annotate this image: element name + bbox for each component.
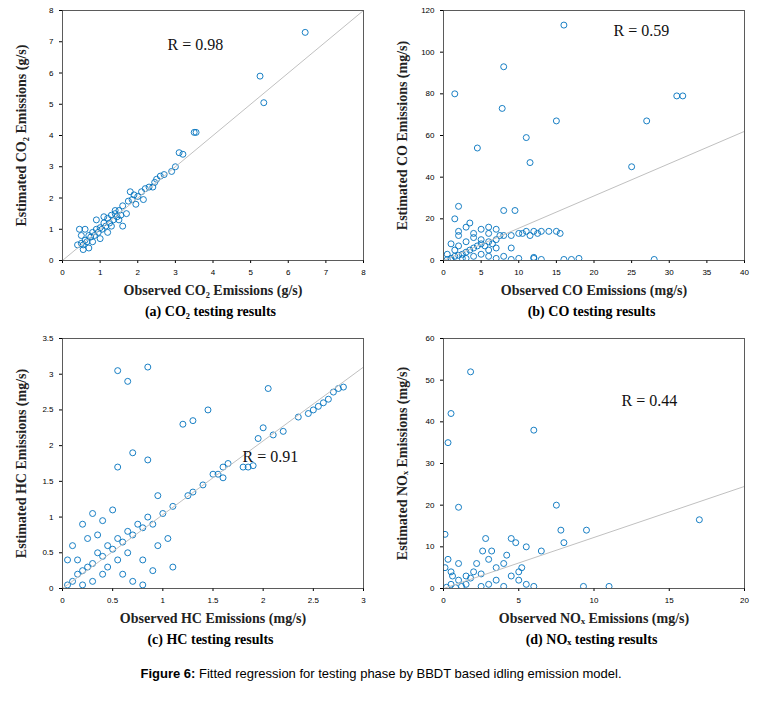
html-text:(b) CO testing results: (b) CO testing results (527, 304, 656, 319)
svg-text:1.5: 1.5 (42, 477, 54, 486)
svg-text:4: 4 (49, 131, 54, 140)
svg-text:1: 1 (161, 596, 166, 605)
svg-text:7: 7 (49, 37, 54, 46)
svg-text:7: 7 (324, 268, 329, 277)
svg-text:4: 4 (211, 268, 216, 277)
svg-text:5: 5 (248, 268, 253, 277)
svg-text:30: 30 (426, 459, 435, 468)
svg-text:R = 0.44: R = 0.44 (622, 392, 678, 409)
svg-text:6: 6 (49, 69, 54, 78)
svg-text:15: 15 (552, 268, 561, 277)
svg-text:0: 0 (60, 268, 65, 277)
svg-text:10: 10 (590, 596, 599, 605)
svg-text:0: 0 (430, 256, 435, 265)
svg-text:Observed CO Emissions (mg/s): Observed CO Emissions (mg/s) (501, 283, 688, 299)
svg-text:3: 3 (361, 596, 366, 605)
svg-text:R = 0.91: R = 0.91 (243, 448, 299, 465)
svg-text:2.5: 2.5 (308, 596, 320, 605)
svg-text:80: 80 (426, 89, 435, 98)
svg-text:0: 0 (441, 596, 446, 605)
svg-text:5: 5 (49, 100, 54, 109)
svg-text:6: 6 (286, 268, 291, 277)
svg-text:Estimated CO Emissions (mg/s): Estimated CO Emissions (mg/s) (395, 40, 411, 230)
svg-text:5: 5 (479, 268, 484, 277)
svg-text:8: 8 (49, 6, 54, 15)
html-text:(d) NOₓ testing results: (d) NOₓ testing results (525, 632, 658, 647)
svg-text:3: 3 (49, 370, 54, 379)
svg-text:0: 0 (49, 256, 54, 265)
svg-text:0: 0 (60, 596, 65, 605)
svg-text:3: 3 (49, 162, 54, 171)
svg-text:30: 30 (665, 268, 674, 277)
svg-text:2.5: 2.5 (42, 405, 54, 414)
svg-text:0: 0 (441, 268, 446, 277)
svg-text:25: 25 (627, 268, 636, 277)
svg-text:0: 0 (49, 584, 54, 593)
svg-text:1.5: 1.5 (207, 596, 219, 605)
svg-text:Estimated HC Emissions (mg/s): Estimated HC Emissions (mg/s) (14, 368, 30, 558)
svg-text:10: 10 (514, 268, 523, 277)
svg-text:R = 0.59: R = 0.59 (614, 22, 670, 39)
html-text:Figure 6: Fitted regression fo: Figure 6: Fitted regression for testing … (140, 666, 622, 681)
svg-text:40: 40 (740, 268, 749, 277)
svg-text:20: 20 (426, 214, 435, 223)
svg-text:Observed HC Emissions (mg/s): Observed HC Emissions (mg/s) (120, 611, 307, 627)
svg-text:3.5: 3.5 (42, 334, 54, 343)
svg-text:2: 2 (49, 441, 54, 450)
svg-text:0: 0 (430, 584, 435, 593)
svg-text:Observed NOₓ Emissions (mg/s): Observed NOₓ Emissions (mg/s) (499, 611, 690, 627)
svg-text:Estimated CO₂ Emissions (g/s): Estimated CO₂ Emissions (g/s) (14, 44, 30, 226)
svg-text:15: 15 (665, 596, 674, 605)
svg-text:1: 1 (49, 513, 54, 522)
html-text:(a) CO₂ testing results: (a) CO₂ testing results (145, 304, 276, 319)
svg-text:3: 3 (173, 268, 178, 277)
svg-text:35: 35 (702, 268, 711, 277)
svg-text:10: 10 (426, 542, 435, 551)
svg-text:60: 60 (426, 334, 435, 343)
svg-text:60: 60 (426, 131, 435, 140)
svg-text:40: 40 (426, 417, 435, 426)
svg-text:2: 2 (136, 268, 141, 277)
html-text:(c) HC testing results: (c) HC testing results (147, 632, 274, 647)
svg-text:0.5: 0.5 (42, 548, 54, 557)
svg-text:100: 100 (421, 48, 435, 57)
svg-text:1: 1 (98, 268, 103, 277)
svg-text:R = 0.98: R = 0.98 (168, 36, 224, 53)
svg-text:1: 1 (49, 225, 54, 234)
svg-text:Estimated NOₓ Emissions (mg/s): Estimated NOₓ Emissions (mg/s) (395, 366, 411, 560)
svg-text:2: 2 (49, 194, 54, 203)
svg-text:Observed CO₂ Emissions (g/s): Observed CO₂ Emissions (g/s) (124, 283, 303, 299)
svg-text:20: 20 (590, 268, 599, 277)
svg-text:8: 8 (361, 268, 366, 277)
svg-text:40: 40 (426, 173, 435, 182)
svg-text:50: 50 (426, 376, 435, 385)
svg-text:120: 120 (421, 6, 435, 15)
svg-text:20: 20 (740, 596, 749, 605)
svg-text:0.5: 0.5 (107, 596, 119, 605)
svg-text:2: 2 (261, 596, 266, 605)
svg-text:20: 20 (426, 501, 435, 510)
svg-text:5: 5 (517, 596, 522, 605)
